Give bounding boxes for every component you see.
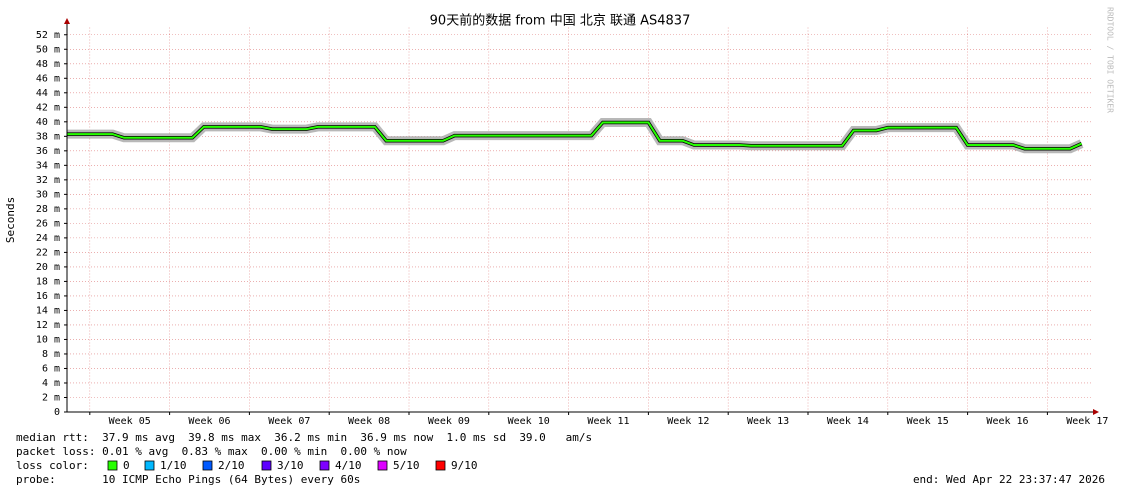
y-tick-label: 44 m <box>36 88 60 99</box>
x-tick-label: Week 11 <box>587 416 629 427</box>
y-tick-label: 48 m <box>36 59 60 70</box>
y-tick-label: 46 m <box>36 73 60 84</box>
y-tick-label: 28 m <box>36 204 60 215</box>
y-tick-label: 30 m <box>36 189 60 200</box>
y-tick-label: 20 m <box>36 262 60 273</box>
packet-loss: packet loss: 0.01 % avg 0.83 % max 0.00 … <box>16 445 407 458</box>
y-tick-label: 16 m <box>36 291 60 302</box>
legend-label: 1/10 <box>160 459 187 472</box>
grid <box>67 27 1093 412</box>
y-tick-label: 8 m <box>42 349 60 360</box>
x-tick-label: Week 05 <box>109 416 151 427</box>
chart-title: 90天前的数据 from 中国 北京 联通 AS4837 <box>430 13 691 29</box>
legend-label: 9/10 <box>451 459 478 472</box>
side-note: RRDTOOL / TOBI OETIKER <box>1106 7 1115 113</box>
x-tick-label: Week 16 <box>986 416 1028 427</box>
x-tick-label: Week 12 <box>667 416 709 427</box>
y-arrow <box>64 18 70 24</box>
x-tick-label: Week 15 <box>907 416 949 427</box>
x-tick-label: Week 13 <box>747 416 789 427</box>
x-tick-label: Week 08 <box>348 416 390 427</box>
legend-swatch <box>435 460 446 471</box>
x-tick-label: Week 06 <box>188 416 230 427</box>
probe: probe: 10 ICMP Echo Pings (64 Bytes) eve… <box>16 473 360 486</box>
y-tick-label: 0 <box>54 407 60 418</box>
y-tick-label: 4 m <box>42 378 60 389</box>
x-tick-label: Week 10 <box>508 416 550 427</box>
x-tick-label: Week 17 <box>1066 416 1108 427</box>
x-arrow <box>1093 409 1099 415</box>
legend-swatch <box>377 460 388 471</box>
y-tick-label: 52 m <box>36 30 60 41</box>
y-tick-label: 2 m <box>42 392 60 403</box>
y-tick-label: 34 m <box>36 160 60 171</box>
plot <box>67 118 1084 154</box>
y-tick-label: 36 m <box>36 146 60 157</box>
y-tick-label: 14 m <box>36 305 60 316</box>
y-tick-label: 40 m <box>36 117 60 128</box>
y-tick-label: 42 m <box>36 102 60 113</box>
y-tick-label: 22 m <box>36 247 60 258</box>
y-axis-label: Seconds <box>4 197 17 243</box>
y-tick-label: 32 m <box>36 175 60 186</box>
y-tick-label: 24 m <box>36 233 60 244</box>
legend-swatch <box>144 460 155 471</box>
y-tick-label: 50 m <box>36 44 60 55</box>
x-tick-label: Week 14 <box>827 416 869 427</box>
y-tick-label: 26 m <box>36 218 60 229</box>
y-tick-label: 12 m <box>36 320 60 331</box>
legend-swatch <box>261 460 272 471</box>
legend-label: 3/10 <box>277 459 304 472</box>
loss-color-label: loss color: <box>16 459 89 472</box>
x-tick-label: Week 09 <box>428 416 470 427</box>
y-tick-label: 38 m <box>36 131 60 142</box>
y-tick-label: 18 m <box>36 276 60 287</box>
legend-label: 5/10 <box>393 459 420 472</box>
y-tick-label: 6 m <box>42 363 60 374</box>
legend-swatch <box>202 460 213 471</box>
median-rtt: median rtt: 37.9 ms avg 39.8 ms max 36.2… <box>16 431 592 444</box>
end-time: end: Wed Apr 22 23:37:47 2026 <box>913 473 1105 486</box>
legend-swatch <box>107 460 118 471</box>
legend-swatch <box>319 460 330 471</box>
x-tick-label: Week 07 <box>268 416 310 427</box>
legend-label: 2/10 <box>218 459 245 472</box>
legend-label: 4/10 <box>335 459 362 472</box>
legend-label: 0 <box>123 459 130 472</box>
median-line <box>67 121 1083 150</box>
y-tick-label: 10 m <box>36 334 60 345</box>
